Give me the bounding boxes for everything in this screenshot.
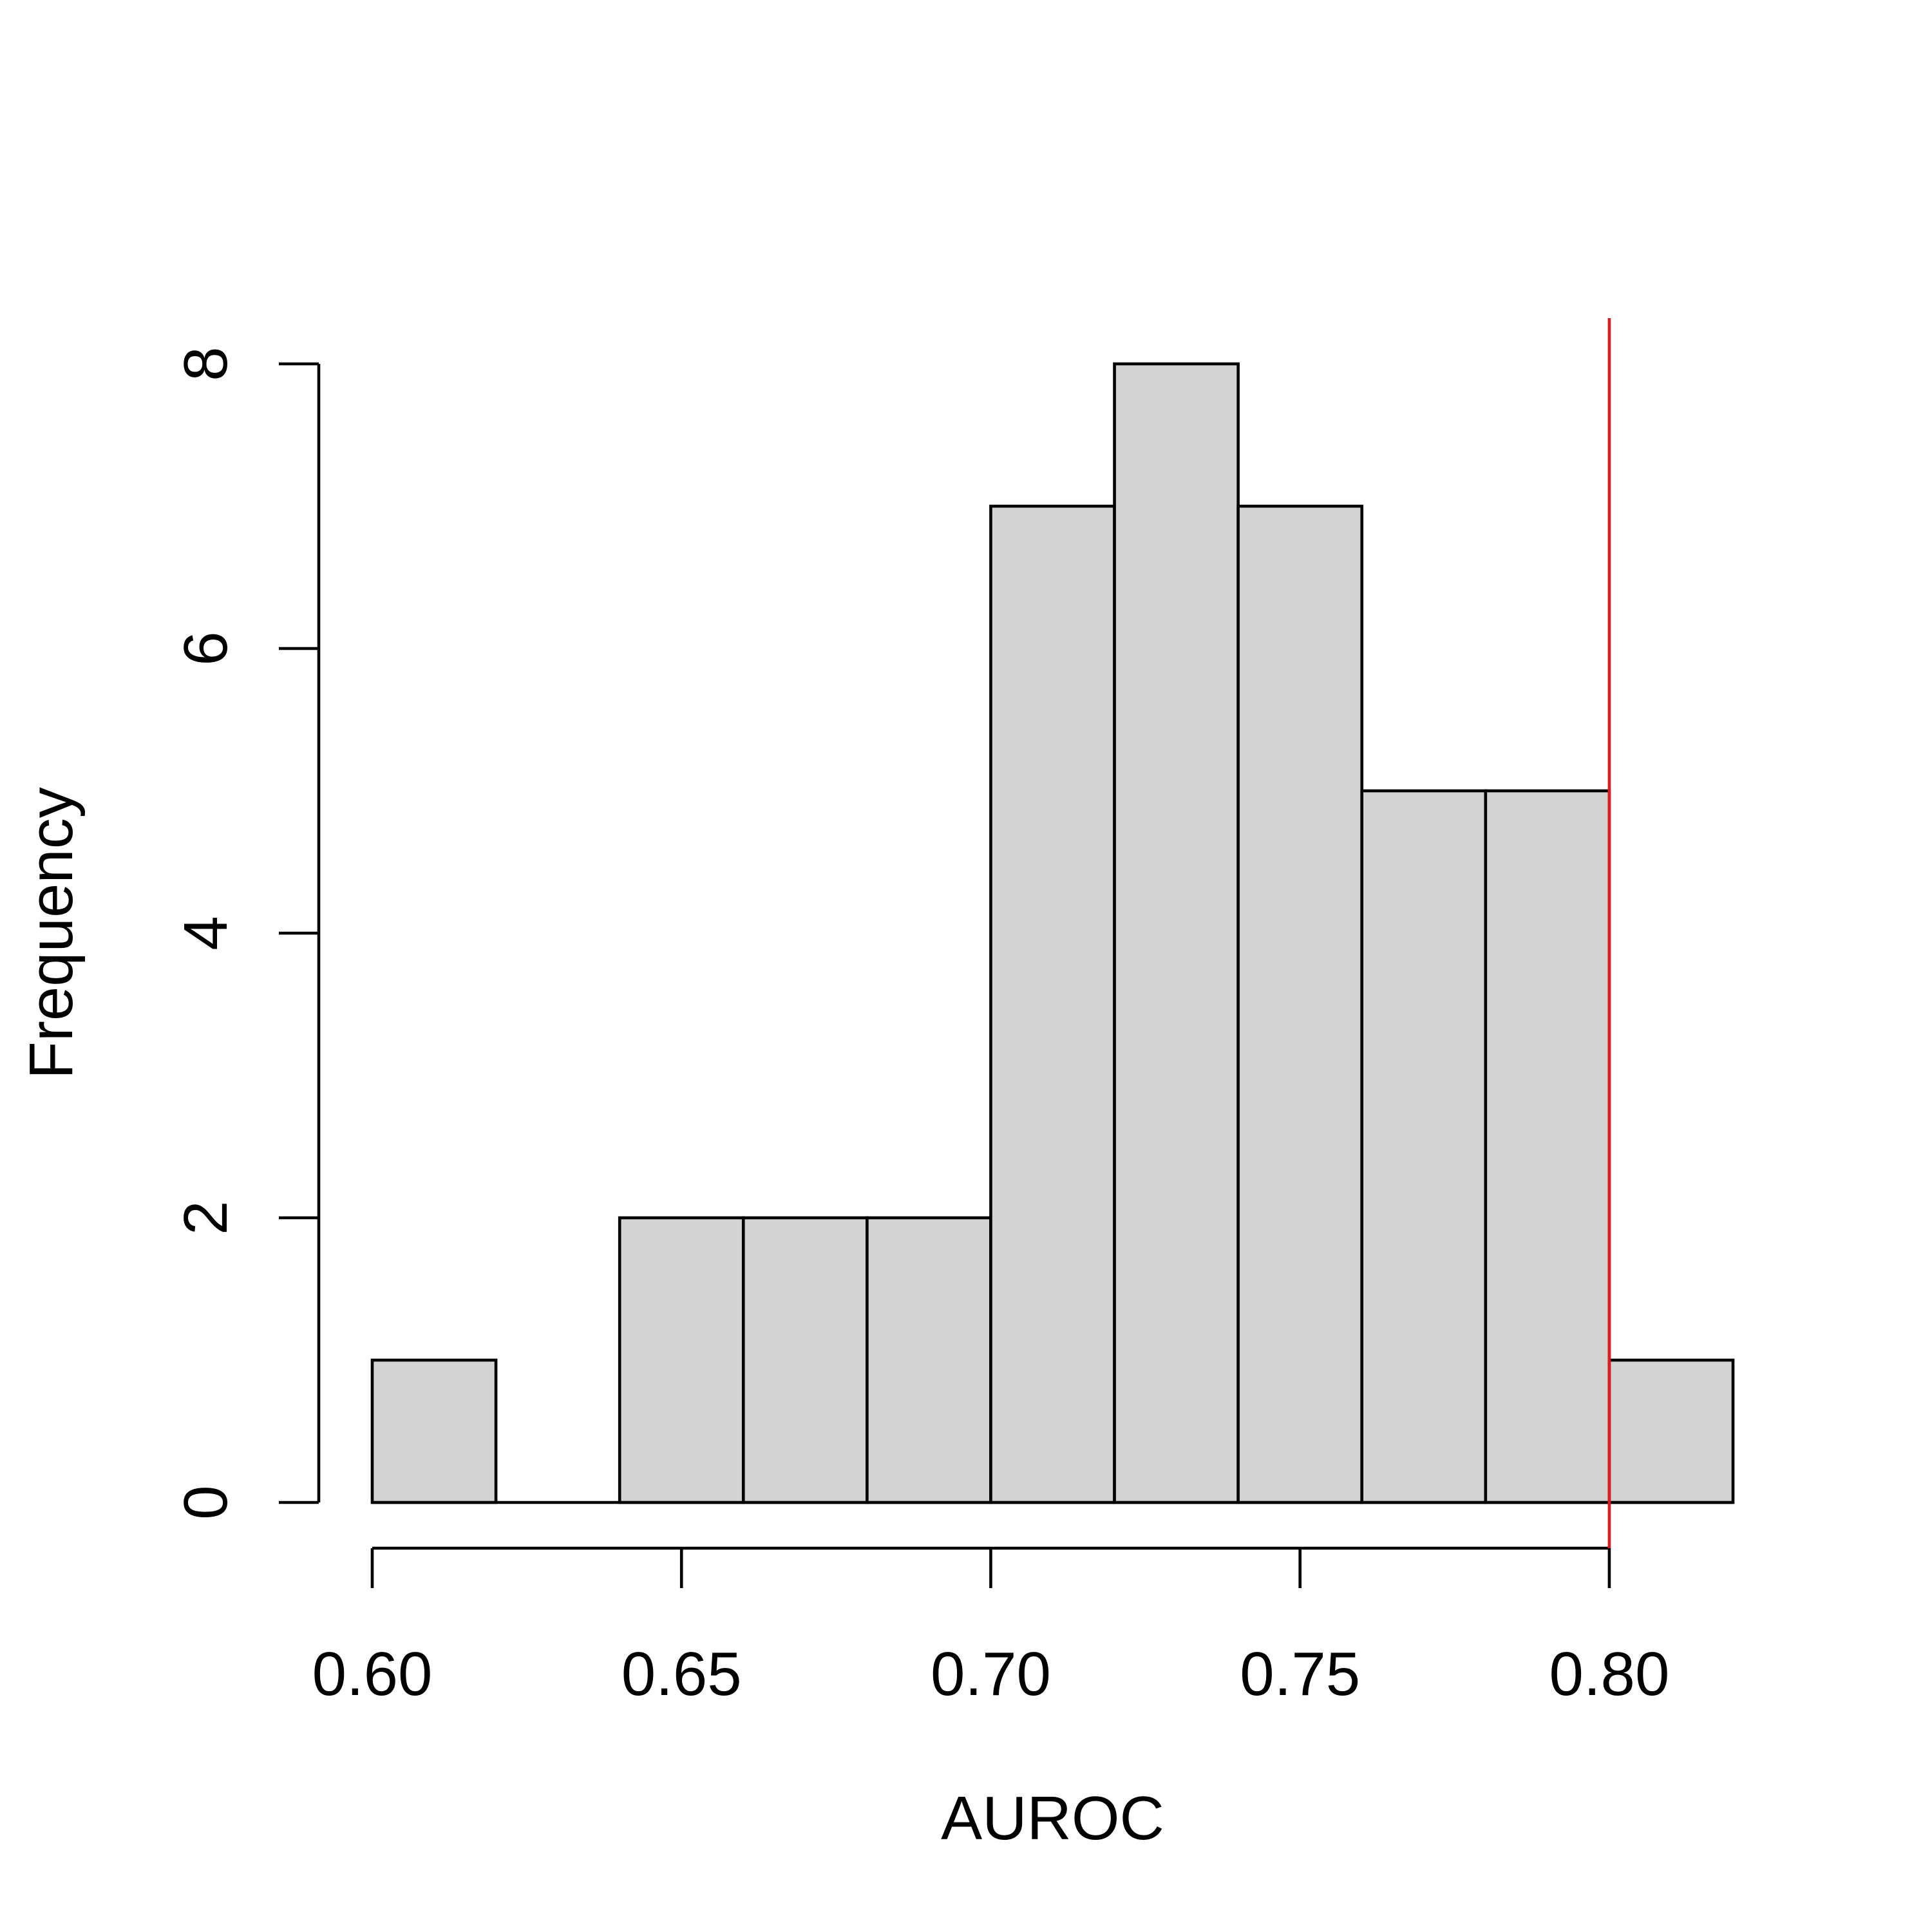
x-tick-label: 0.75 bbox=[1240, 1640, 1360, 1709]
histogram-bar bbox=[1607, 1358, 1735, 1504]
y-axis-title: Frequency bbox=[17, 787, 86, 1079]
x-tick-label: 0.60 bbox=[312, 1640, 433, 1709]
x-tick-label: 0.70 bbox=[931, 1640, 1051, 1709]
y-tick-label: 2 bbox=[171, 1200, 240, 1235]
x-tick-label: 0.80 bbox=[1549, 1640, 1669, 1709]
histogram-bars bbox=[370, 362, 1735, 1504]
histogram-bar bbox=[1484, 789, 1611, 1504]
y-tick-label: 4 bbox=[171, 916, 240, 950]
y-tick-label: 8 bbox=[171, 346, 240, 381]
histogram-bar bbox=[1113, 362, 1240, 1504]
histogram-bar bbox=[866, 1216, 992, 1504]
x-axis-title: AUROC bbox=[941, 1784, 1164, 1853]
histogram-bar bbox=[741, 1216, 869, 1504]
x-axis: 0.60 0.65 0.70 0.75 0.80 bbox=[312, 1546, 1669, 1709]
histogram-bar bbox=[1236, 504, 1364, 1504]
x-tick-label: 0.65 bbox=[621, 1640, 742, 1709]
y-tick-label: 6 bbox=[171, 631, 240, 665]
y-tick-label: 0 bbox=[171, 1485, 240, 1519]
histogram-bar bbox=[370, 1358, 498, 1504]
y-axis: 0 2 4 6 8 bbox=[171, 346, 321, 1520]
histogram-bar bbox=[989, 504, 1116, 1504]
histogram-bar bbox=[1360, 789, 1488, 1504]
histogram-bar bbox=[618, 1216, 745, 1504]
